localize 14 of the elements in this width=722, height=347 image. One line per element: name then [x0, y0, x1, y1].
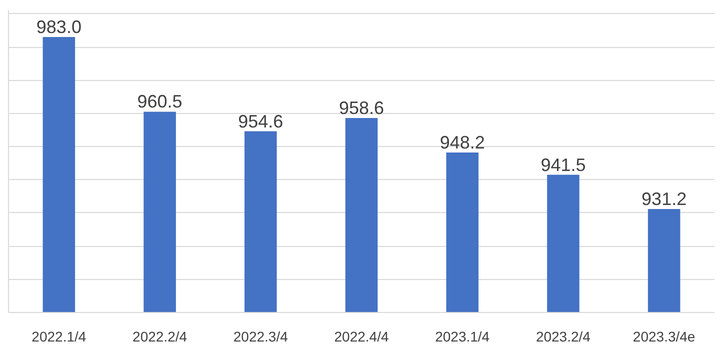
data-label: 958.6	[338, 98, 384, 118]
x-tick-label: 2022.2/4	[132, 328, 188, 344]
x-tick-label: 2022.1/4	[32, 328, 86, 344]
data-label: 960.5	[137, 92, 182, 112]
data-label: 941.5	[540, 154, 586, 175]
data-label: 948.2	[440, 132, 485, 153]
x-tick-label: 2022.4/4	[334, 328, 389, 344]
data-label: 983.0	[36, 17, 82, 38]
x-tick-label: 2023.3/4e	[632, 328, 696, 344]
data-label: 931.2	[642, 188, 687, 209]
x-tick-label: 2023.1/4	[435, 328, 490, 344]
data-label: 954.6	[238, 111, 284, 132]
x-tick-label: 2022.3/4	[233, 328, 288, 344]
x-tick-label: 2023.2/4	[536, 328, 591, 344]
